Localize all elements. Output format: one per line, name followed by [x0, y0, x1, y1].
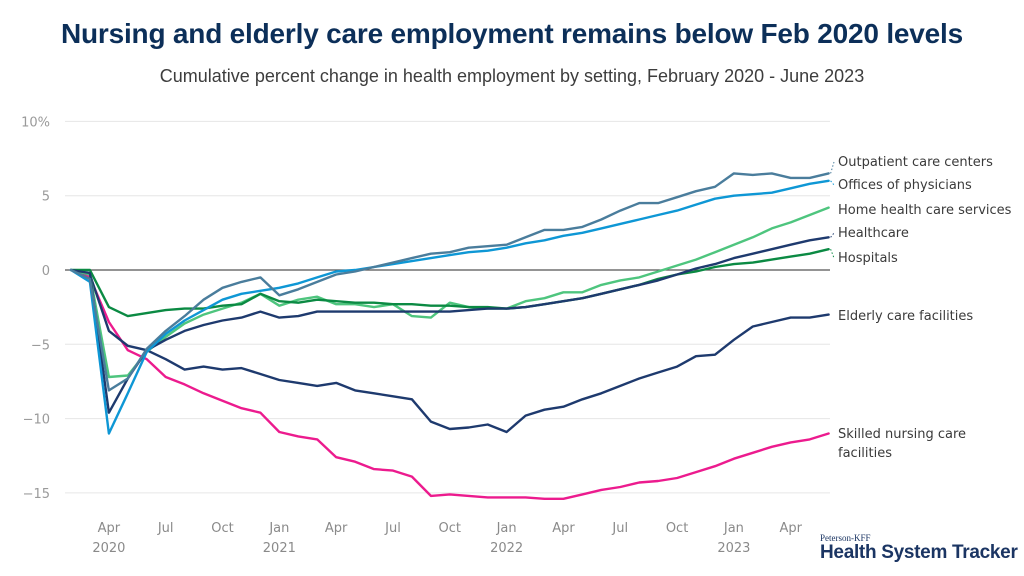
label-leader-line: [830, 249, 835, 259]
label-leader-line: [830, 232, 835, 238]
chart-subtitle: Cumulative percent change in health empl…: [159, 66, 865, 86]
x-tick-label: Jul: [611, 521, 628, 536]
x-tick-label: Oct: [211, 521, 233, 536]
y-tick-label: −10: [23, 413, 50, 428]
series-label: Skilled nursing care: [838, 427, 966, 442]
series-label: Healthcare: [838, 226, 909, 241]
series-lines: [69, 172, 830, 500]
series-label: Elderly care facilities: [838, 309, 973, 324]
series-line-healthcare: [69, 236, 830, 414]
series-line-elderly-care-facilities: [69, 268, 830, 434]
x-tick-label: Oct: [666, 521, 688, 536]
series-label: Home health care services: [838, 203, 1012, 218]
x-tick-label: Jan: [268, 521, 289, 536]
x-tick-label: Jul: [384, 521, 401, 536]
series-label-line2: facilities: [838, 446, 892, 461]
grid-lines: [65, 120, 830, 494]
series-line-skilled-nursing-care-facilities: [69, 268, 830, 500]
x-tick-label: Jan: [723, 521, 744, 536]
x-tick-label: Apr: [779, 521, 802, 536]
series-label: Outpatient care centers: [838, 155, 993, 170]
logo-small-text: Peterson-KFF: [820, 533, 871, 543]
series-line-outpatient-care-centers: [69, 172, 830, 392]
y-tick-label: −5: [31, 338, 50, 353]
y-tick-label: 10%: [21, 115, 50, 130]
x-tick-label: Apr: [98, 521, 121, 536]
x-tick-year-label: 2022: [490, 541, 523, 556]
x-axis: Apr 2020 Jul Oct Jan 2021 Apr Jul Oct Jan 2022 Apr J…: [92, 521, 802, 556]
y-axis: 10% 5 0 −5 −10 −15: [21, 115, 50, 502]
series-line-offices-of-physicians: [69, 179, 830, 435]
x-tick-year-label: 2023: [717, 541, 750, 556]
x-tick-label: Apr: [325, 521, 348, 536]
label-leader-line: [830, 161, 835, 174]
y-tick-label: 0: [42, 264, 50, 279]
series-line-home-health-care-services: [69, 206, 830, 379]
x-tick-label: Oct: [439, 521, 461, 536]
direct-labels: Outpatient care centers Offices of physic…: [830, 155, 1012, 461]
label-leader-line: [830, 180, 835, 186]
series-label: Offices of physicians: [838, 178, 972, 193]
x-tick-year-label: 2020: [92, 541, 125, 556]
x-tick-label: Jul: [157, 521, 174, 536]
series-label: Hospitals: [838, 251, 898, 266]
chart-title: Nursing and elderly care employment rema…: [60, 18, 964, 49]
y-tick-label: −15: [23, 487, 50, 502]
y-tick-label: 5: [42, 190, 50, 205]
logo-big-text: Health System Tracker: [820, 542, 1018, 563]
series-line-hospitals: [69, 247, 830, 318]
x-tick-year-label: 2021: [263, 541, 296, 556]
x-tick-label: Apr: [552, 521, 575, 536]
health-system-tracker-logo: Peterson-KFF Health System Tracker: [820, 533, 1018, 564]
x-tick-label: Jan: [496, 521, 517, 536]
